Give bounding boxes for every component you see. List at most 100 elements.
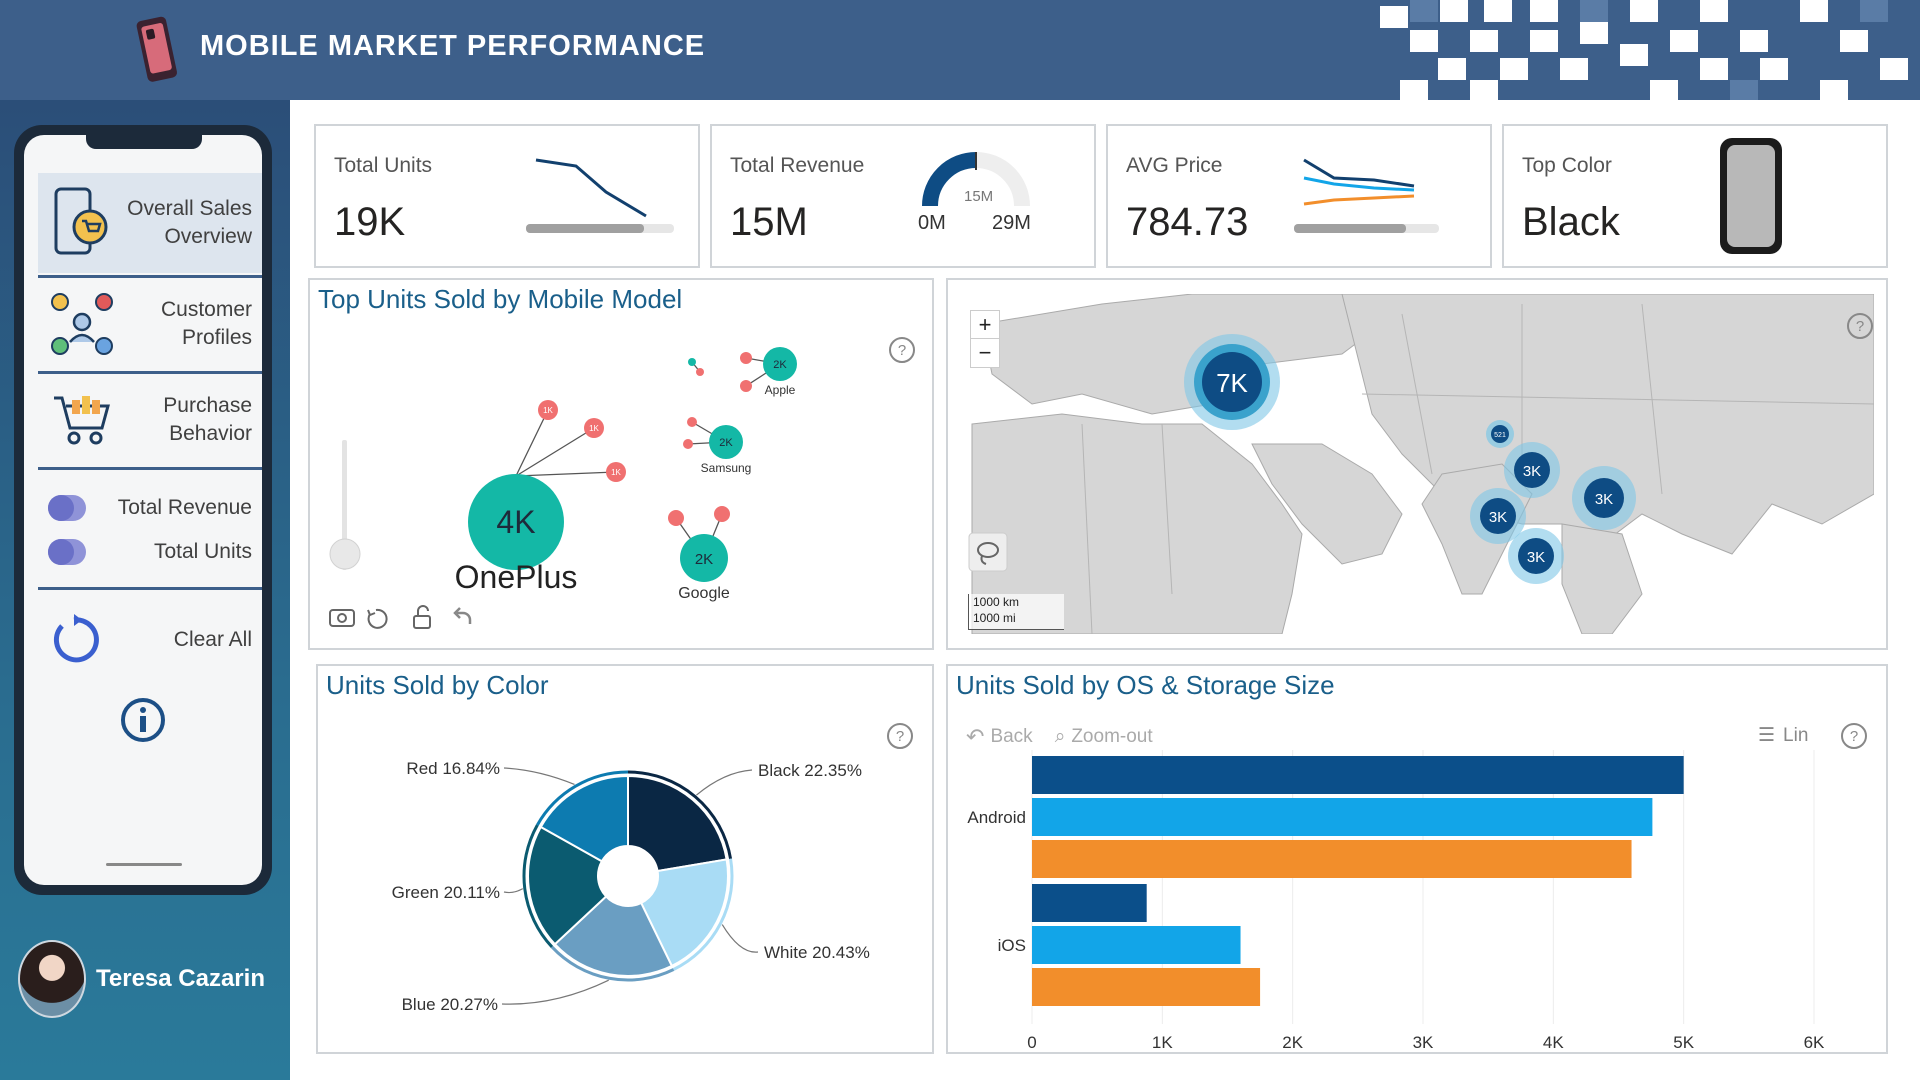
pie-leader-line bbox=[503, 888, 524, 894]
back-button[interactable]: Back bbox=[990, 726, 1033, 747]
nav-divider bbox=[38, 371, 262, 374]
pie-slice[interactable] bbox=[539, 774, 629, 863]
clear-all-button[interactable]: Clear All bbox=[48, 613, 252, 667]
camera-icon bbox=[329, 609, 355, 627]
bar[interactable] bbox=[1032, 968, 1261, 1006]
model-node-value: 2K bbox=[773, 359, 787, 371]
kpi-value: Black bbox=[1522, 200, 1620, 244]
pie-leader-line bbox=[501, 979, 609, 1005]
pie-leader-line bbox=[696, 769, 753, 796]
unlock-icon bbox=[413, 605, 431, 629]
gauge-min-label: 0M bbox=[918, 212, 946, 234]
model-leaf-node bbox=[740, 352, 752, 364]
svg-text:?: ? bbox=[1850, 728, 1858, 745]
back-arrow-icon[interactable]: ↶ bbox=[966, 724, 985, 749]
clear-all-label: Clear All bbox=[173, 628, 252, 651]
nav-overall-sales-overview[interactable]: Overall Sales Overview bbox=[38, 173, 262, 273]
pie-slice[interactable] bbox=[627, 774, 728, 873]
land-southeast-asia bbox=[1561, 523, 1643, 634]
kpi-card-total-units[interactable]: Total Units 19K bbox=[314, 124, 700, 268]
panel-title: Units Sold by Color bbox=[326, 670, 549, 700]
help-icon[interactable]: ? bbox=[1846, 312, 1874, 340]
bar[interactable] bbox=[1032, 926, 1241, 964]
model-node-label: OnePlus bbox=[455, 559, 578, 595]
pie-slice[interactable] bbox=[527, 825, 608, 946]
pie-slice-outline bbox=[522, 824, 554, 948]
model-leaf-node bbox=[696, 368, 704, 376]
undo-icon bbox=[453, 607, 472, 624]
land-africa bbox=[971, 413, 1303, 634]
model-node-value: 2K bbox=[719, 437, 733, 449]
map-cluster: 3K bbox=[1504, 442, 1560, 498]
bar[interactable] bbox=[1032, 884, 1147, 922]
page-title: MOBILE MARKET PERFORMANCE bbox=[200, 30, 706, 62]
panel-top-units-by-model: Top Units Sold by Mobile Model ? bbox=[308, 278, 934, 650]
zoom-slider-handle bbox=[329, 538, 361, 570]
scale-toggle[interactable]: ☰ Lin bbox=[1758, 724, 1808, 747]
os-storage-bar-chart: 0 1K 2K 3K 4K 5K 6K Android iOS bbox=[967, 750, 1825, 1052]
gauge-target-label: 15M bbox=[964, 188, 994, 205]
revenue-gauge bbox=[922, 152, 1030, 207]
chart-toolbar: ↶ Back ⌕ Zoom-out bbox=[966, 724, 1153, 750]
kpi-title: Total Revenue bbox=[730, 154, 865, 177]
zoom-out-button[interactable]: − bbox=[978, 340, 992, 365]
model-node-label: Apple bbox=[765, 383, 796, 397]
bar[interactable] bbox=[1032, 756, 1684, 794]
svg-text:?: ? bbox=[898, 342, 906, 359]
svg-text:3K: 3K bbox=[1595, 491, 1613, 508]
nav-label-line-2: Behavior bbox=[169, 422, 252, 445]
nav-customer-profiles[interactable]: Customer Profiles bbox=[38, 281, 262, 367]
bar[interactable] bbox=[1032, 798, 1653, 836]
list-icon: ☰ bbox=[1758, 725, 1776, 746]
kpi-value: 784.73 bbox=[1126, 200, 1249, 244]
toggle-total-revenue[interactable]: Total Revenue bbox=[48, 495, 252, 521]
phone-frame: Overall Sales Overview Cus bbox=[14, 125, 272, 895]
nav-divider bbox=[38, 587, 262, 590]
kpi-card-total-revenue[interactable]: Total Revenue 15M 15M 0M 29M bbox=[710, 124, 1096, 268]
help-icon[interactable]: ? bbox=[886, 722, 914, 750]
nav-purchase-behavior[interactable]: Purchase Behavior bbox=[38, 377, 262, 463]
kpi-value: 19K bbox=[334, 200, 406, 244]
zoom-out-icon[interactable]: ⌕ bbox=[1054, 726, 1066, 747]
customer-network-icon bbox=[51, 293, 113, 355]
pie-data-label: Blue 20.27% bbox=[402, 995, 498, 1014]
zoom-in-button[interactable]: + bbox=[971, 311, 999, 339]
pie-slice[interactable] bbox=[553, 895, 674, 977]
toggle-switch[interactable] bbox=[48, 495, 86, 521]
x-tick-label: 5K bbox=[1673, 1033, 1694, 1052]
pie-slice[interactable] bbox=[639, 858, 729, 968]
kpi-title: Total Units bbox=[334, 154, 433, 177]
price-trend-sparkline bbox=[1294, 158, 1439, 233]
x-tick-label: 2K bbox=[1282, 1033, 1303, 1052]
sales-map[interactable] bbox=[962, 294, 1874, 634]
kpi-card-top-color[interactable]: Top Color Black bbox=[1502, 124, 1888, 268]
phone-cart-icon bbox=[54, 187, 108, 255]
pie-slice-outline bbox=[627, 770, 733, 860]
land-arabia bbox=[1251, 443, 1403, 565]
model-leaf-node bbox=[688, 358, 696, 366]
model-leaf-node bbox=[538, 400, 558, 420]
units-trend-sparkline bbox=[526, 158, 674, 233]
map-clusters: 7K 3K 3K 3K 3K bbox=[1184, 334, 1636, 584]
scale-label: Lin bbox=[1783, 724, 1809, 746]
toggle-switch[interactable] bbox=[48, 539, 86, 565]
bar[interactable] bbox=[1032, 840, 1632, 878]
model-node-label: Google bbox=[678, 585, 730, 602]
map-cluster: 3K bbox=[1572, 466, 1636, 530]
info-icon[interactable] bbox=[120, 697, 166, 743]
nav-label-line-2: Profiles bbox=[181, 326, 252, 349]
help-icon[interactable]: ? bbox=[888, 336, 916, 364]
kpi-card-avg-price[interactable]: AVG Price 784.73 bbox=[1106, 124, 1492, 268]
avatar bbox=[18, 940, 86, 1018]
sidebar: Overall Sales Overview Cus bbox=[0, 100, 290, 1080]
model-network-graph: 1K 1K 1K 4K OnePlus 2K Apple 2K Samsung … bbox=[329, 347, 797, 629]
zoom-out-button[interactable]: Zoom-out bbox=[1071, 726, 1153, 747]
map-scale: 1000 km 1000 mi bbox=[968, 594, 1064, 630]
help-icon[interactable]: ? bbox=[1840, 722, 1868, 750]
model-leaf-node bbox=[668, 510, 684, 526]
toggle-total-units[interactable]: Total Units bbox=[48, 539, 252, 565]
lasso-icon[interactable] bbox=[968, 532, 1008, 572]
kpi-title: AVG Price bbox=[1126, 154, 1223, 177]
color-donut-chart: Black 22.35% White 20.43% Blue 20.27% Green… bbox=[392, 759, 870, 1014]
